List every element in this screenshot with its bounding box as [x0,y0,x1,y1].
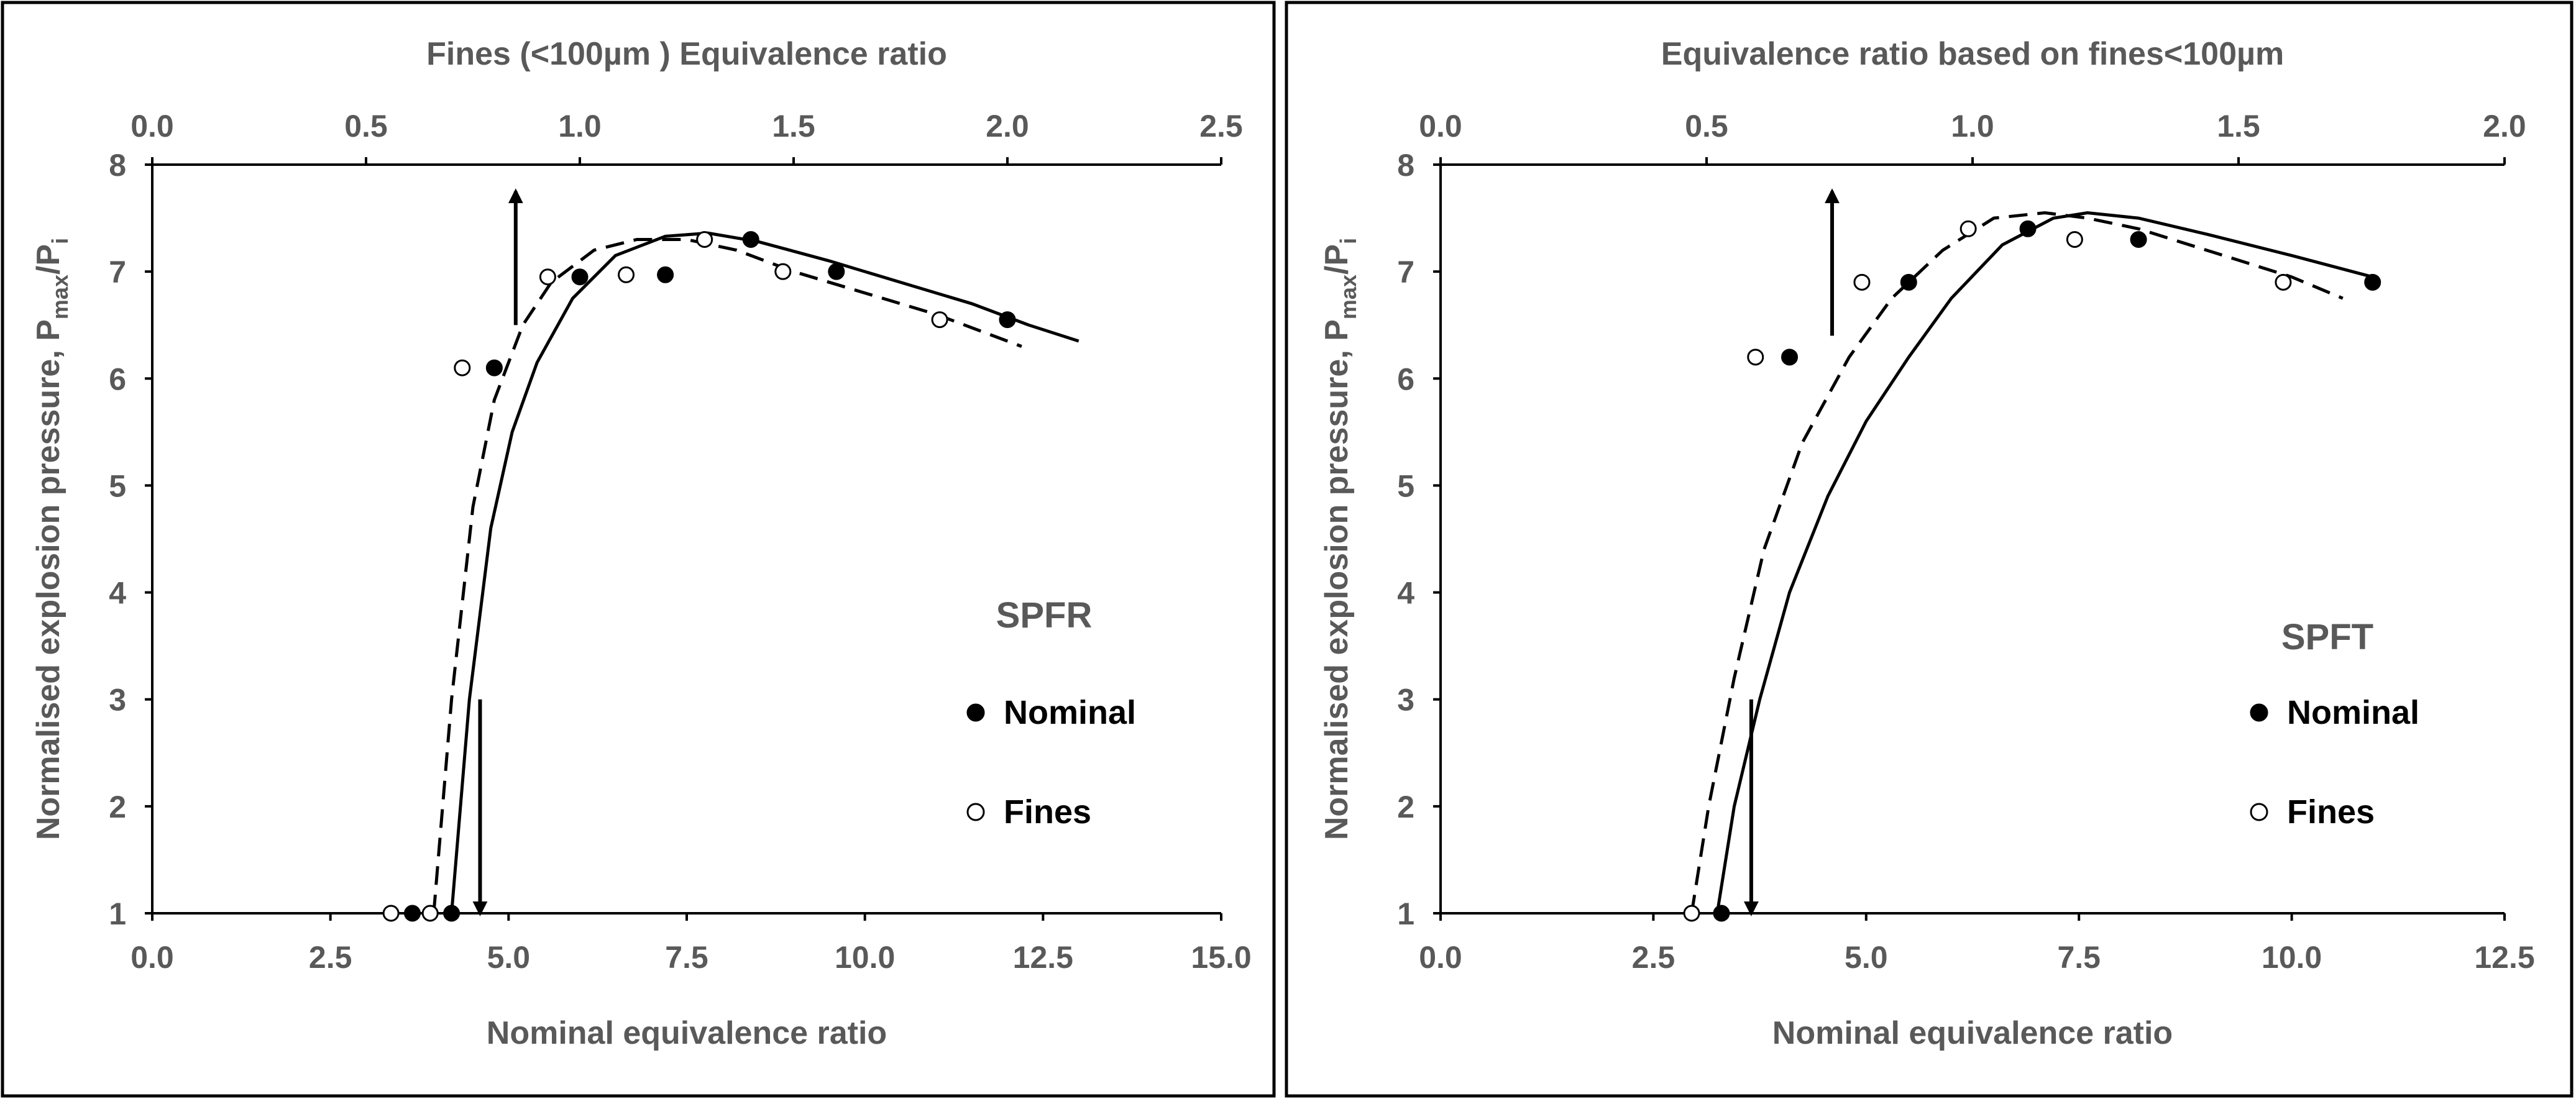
x-axis-title: Nominal equivalence ratio [487,1015,887,1051]
fines-data-point [931,311,948,329]
x2-tick-label: 1.0 [1951,109,1994,144]
x-axis-title: Nominal equivalence ratio [1772,1015,2173,1051]
x-tick-label: 2.5 [1632,940,1675,975]
x2-tick-label: 0.0 [131,109,174,144]
fines-data-point [2275,273,2292,291]
panel-frame-left [1,1,1276,1098]
fines-data-point [618,266,635,283]
legend-fines-label: Fines [2287,793,2375,831]
x-tick-label: 7.5 [665,940,708,975]
fines-data-point [1747,349,1764,366]
fines-data-point [539,268,556,286]
x2-tick-label: 1.0 [558,109,602,144]
nominal-data-point [1900,273,1917,291]
x-tick-label: 10.0 [2262,940,2322,975]
x-tick-label: 0.0 [1419,940,1462,975]
y-tick-label: 6 [109,362,126,396]
nominal-data-point [2019,220,2037,237]
fines-data-point [2066,231,2083,248]
legend-nominal-marker [2250,703,2268,722]
chart-panel-spfr: 0.0 2.5 5.0 7.5 10.0 12.5 15.00.0 0.5 1.0 1.5 2.0 2… [30,36,1252,1051]
x2-tick-label: 2.5 [1199,109,1243,144]
nominal-data-point [828,263,845,280]
y-tick-label: 5 [1397,468,1414,503]
x-tick-label: 10.0 [835,940,895,975]
nominal-data-point [1781,349,1799,366]
x2-tick-label: 0.5 [1685,109,1728,144]
nominal-data-point [485,359,503,376]
fines-fit-line [432,238,1022,914]
legend-nominal-label: Nominal [2287,694,2419,731]
x2-tick-label: 2.0 [2483,109,2526,144]
y-tick-label: 5 [109,468,126,503]
y-tick-label: 2 [1397,790,1414,824]
x2-tick-label: 1.5 [772,109,815,144]
x-tick-label: 0.0 [131,940,174,975]
x2-tick-label: 1.5 [2217,109,2260,144]
panel-label: SPFT [2281,617,2373,657]
fines-data-point [1683,905,1700,922]
x2-tick-label: 2.0 [986,109,1029,144]
x-tick-label: 15.0 [1191,940,1251,975]
y-tick-label: 4 [109,576,126,611]
x-tick-label: 5.0 [487,940,531,975]
nominal-data-point [443,905,461,922]
y-tick-label: 3 [1397,683,1414,718]
x2-axis-title: Fines (<100µm ) Equivalence ratio [426,36,947,72]
fines-data-point [1853,273,1871,291]
nominal-data-point [1713,905,1730,922]
fines-data-point [382,905,400,922]
nominal-data-point [999,311,1016,329]
x-tick-label: 2.5 [309,940,352,975]
chart-panel-spft: 0.0 2.5 5.0 7.5 10.0 12.5 0.0 0.5 1.0 1.5 2.0 1 2 3 4 5… [1319,36,2535,1051]
nominal-data-point [657,266,674,283]
legend-nominal-marker [966,703,985,722]
legend-fines-marker [2250,803,2268,821]
x2-tick-label: 0.5 [344,109,388,144]
nominal-data-point [2130,231,2147,248]
y-tick-label: 3 [109,683,126,718]
panel-label: SPFR [996,595,1093,636]
x-tick-label: 5.0 [1845,940,1888,975]
nominal-data-point [742,231,759,248]
nominal-fit-line [450,231,1079,914]
y-tick-label: 7 [109,255,126,290]
y-tick-label: 1 [109,896,126,931]
fines-data-point [421,905,439,922]
fines-data-point [774,263,792,280]
y-axis-title: Normalised explosion pressure, Pmax/Pi [30,238,73,840]
legend-fines-marker [966,803,985,821]
y-tick-label: 1 [1397,896,1414,931]
nominal-data-point [2364,273,2381,291]
nominal-data-point [404,905,421,922]
fines-data-point [696,231,713,248]
y-tick-label: 2 [109,790,126,824]
x-tick-label: 7.5 [2057,940,2101,975]
y-tick-label: 7 [1397,255,1414,290]
nominal-data-point [571,268,589,286]
x-tick-label: 12.5 [2474,940,2534,975]
y-axis-title: Normalised explosion pressure, Pmax/Pi [1319,238,1361,840]
y-tick-label: 8 [1397,148,1414,183]
fines-data-point [454,359,471,376]
y-tick-label: 8 [109,148,126,183]
fines-data-point [1960,220,1977,237]
y-tick-label: 6 [1397,362,1414,396]
panel-frame-right [1285,1,2574,1098]
legend-nominal-label: Nominal [1004,694,1136,731]
fines-fit-line [1690,211,2344,914]
y-tick-label: 4 [1397,576,1414,611]
x2-axis-title: Equivalence ratio based on fines<100µm [1661,36,2284,72]
x2-tick-label: 0.0 [1419,109,1462,144]
legend-fines-label: Fines [1004,793,1091,831]
x-tick-label: 12.5 [1013,940,1073,975]
nominal-fit-line [1715,211,2373,914]
